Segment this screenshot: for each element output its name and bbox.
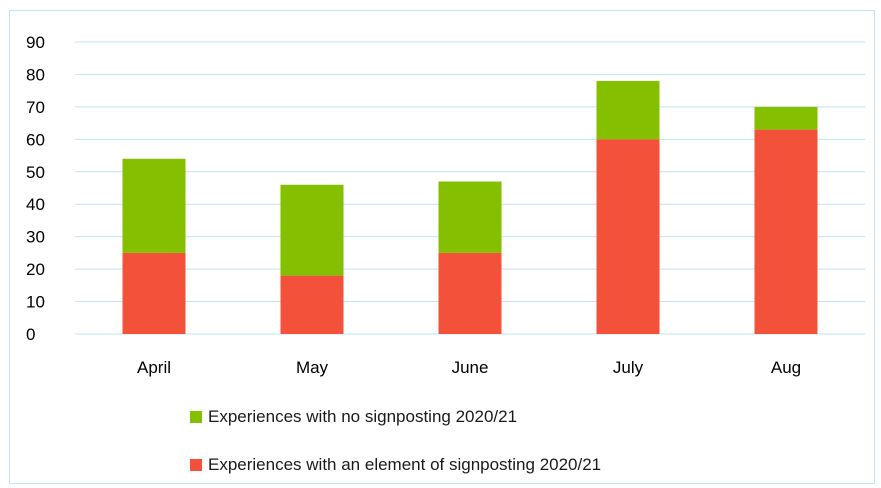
bar-segment-no-signposting <box>596 80 660 140</box>
y-tick-label: 0 <box>26 325 35 344</box>
legend-label-no-signposting: Experiences with no signposting 2020/21 <box>208 407 518 426</box>
x-tick-label: Aug <box>771 358 801 377</box>
bar-segment-signposting <box>596 139 660 334</box>
bar-segment-no-signposting <box>280 184 344 276</box>
bar-segment-no-signposting <box>438 181 502 253</box>
y-tick-label: 80 <box>26 65 45 84</box>
y-tick-label: 30 <box>26 228 45 247</box>
bar-segment-no-signposting <box>122 158 186 253</box>
y-tick-label: 40 <box>26 195 45 214</box>
bar-segment-signposting <box>438 252 502 334</box>
bar-segment-signposting <box>754 129 818 334</box>
x-tick-label: July <box>613 358 644 377</box>
y-tick-label: 50 <box>26 163 45 182</box>
x-tick-label: May <box>296 358 329 377</box>
legend-item-signposting: Experiences with an element of signposti… <box>190 455 601 475</box>
y-tick-label: 70 <box>26 98 45 117</box>
legend-label-signposting: Experiences with an element of signposti… <box>208 455 602 474</box>
legend-swatch-signposting <box>190 459 202 471</box>
x-tick-label: June <box>452 358 489 377</box>
legend-swatch-no-signposting <box>190 411 202 423</box>
stacked-bar-chart: 0 10 20 30 40 50 60 70 80 90 April May June July Aug <box>26 33 865 377</box>
bar-segment-signposting <box>122 252 186 334</box>
y-tick-label: 20 <box>26 260 45 279</box>
bar-segment-signposting <box>280 275 344 334</box>
y-tick-label: 10 <box>26 293 45 312</box>
y-tick-label: 90 <box>26 33 45 52</box>
bar-segment-no-signposting <box>754 106 818 130</box>
y-tick-label: 60 <box>26 130 45 149</box>
legend-item-no-signposting: Experiences with no signposting 2020/21 <box>190 407 517 427</box>
x-tick-label: April <box>137 358 171 377</box>
